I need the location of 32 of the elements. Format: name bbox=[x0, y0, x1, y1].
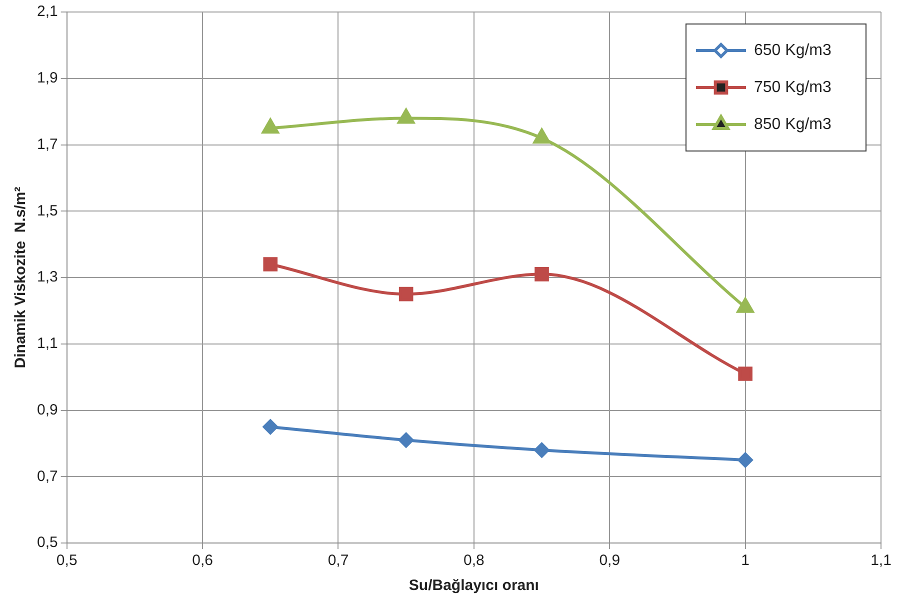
point bbox=[738, 452, 753, 468]
y-tick-label: 2,1 bbox=[36, 3, 58, 20]
x-tick-label: 0,7 bbox=[328, 552, 349, 570]
y-tick-label: 0,7 bbox=[36, 468, 58, 485]
y-tick-label: 1,9 bbox=[36, 70, 58, 87]
point bbox=[262, 118, 279, 134]
point bbox=[738, 366, 752, 381]
point bbox=[398, 108, 415, 124]
point bbox=[398, 286, 414, 302]
point bbox=[398, 432, 414, 448]
legend-label: 750 Kg/m3 bbox=[754, 78, 832, 96]
x-tick-label: 0,9 bbox=[599, 552, 620, 570]
x-tick-label: 1,1 bbox=[870, 552, 892, 570]
y-axis-title: Dinamik Viskozite N.s/m² bbox=[12, 186, 30, 368]
point bbox=[534, 267, 549, 282]
legend-label: 850 Kg/m3 bbox=[754, 116, 832, 133]
y-tick-label: 0,5 bbox=[36, 534, 58, 552]
point bbox=[533, 128, 550, 144]
x-tick-label: 0,5 bbox=[56, 552, 78, 570]
y-tick-label: 1,5 bbox=[36, 202, 58, 220]
x-tick-label: 0,6 bbox=[192, 552, 213, 570]
y-tick-label: 1,3 bbox=[36, 268, 58, 286]
x-tick-label: 1 bbox=[741, 552, 750, 570]
y-tick-label: 1,7 bbox=[36, 136, 58, 153]
point bbox=[534, 442, 550, 458]
legend-label: 650 Kg/m3 bbox=[754, 42, 832, 59]
point bbox=[263, 257, 278, 272]
x-tick-label: 0,8 bbox=[463, 552, 484, 570]
y-tick-label: 1,1 bbox=[36, 335, 58, 352]
point bbox=[262, 419, 278, 434]
x-axis-title: Su/Bağlayıcı oranı bbox=[408, 577, 539, 594]
y-tick-label: 0,9 bbox=[36, 401, 58, 418]
